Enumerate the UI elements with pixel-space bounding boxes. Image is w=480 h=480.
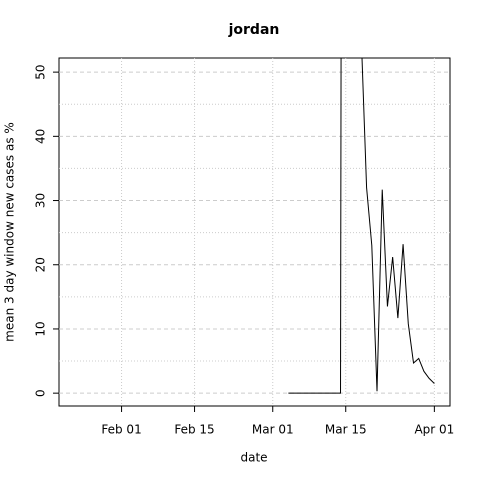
y-tick-label: 30: [34, 193, 48, 208]
plot-area: [288, 58, 435, 394]
y-tick-label: 10: [34, 321, 48, 336]
y-tick-label: 20: [34, 257, 48, 272]
x-tick-label: Apr 01: [414, 423, 454, 437]
plot-frame: [58, 57, 451, 407]
y-tick-label: 50: [34, 64, 48, 79]
y-axis-label: mean 3 day window new cases as %: [3, 122, 17, 342]
y-tick-label: 40: [34, 129, 48, 144]
chart-title: jordan: [228, 22, 280, 38]
data-line: [288, 58, 435, 394]
x-tick-label: Mar 01: [252, 423, 294, 437]
x-tick-label: Feb 15: [174, 423, 214, 437]
x-tick-label: Feb 01: [101, 423, 141, 437]
x-axis-label: date: [240, 451, 267, 465]
y-tick-label: 0: [34, 389, 48, 397]
x-tick-label: Mar 15: [325, 423, 367, 437]
